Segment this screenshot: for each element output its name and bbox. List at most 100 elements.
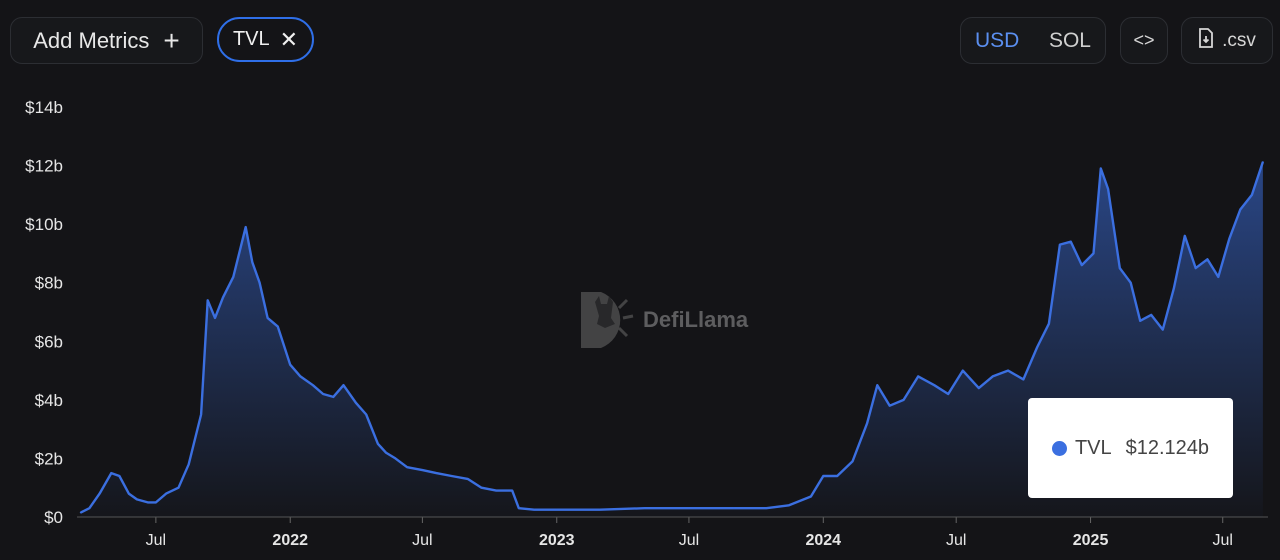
tvl-data-point: [1129, 281, 1132, 284]
tvl-data-point: [214, 317, 216, 319]
x-tick-label: 2023: [539, 532, 575, 549]
currency-toggle: USD SOL: [960, 17, 1106, 64]
tvl-data-point: [1217, 276, 1220, 278]
tvl-data-point: [1118, 267, 1121, 269]
y-tick-label: $6b: [35, 332, 63, 351]
tvl-data-point: [155, 501, 157, 504]
tvl-data-point: [933, 384, 936, 387]
llama-logo-icon: [581, 292, 634, 348]
tvl-data-point: [961, 369, 964, 372]
tvl-data-point: [1107, 188, 1109, 190]
tvl-data-point: [947, 393, 949, 395]
tvl-data-point: [1206, 258, 1209, 261]
tvl-data-point: [165, 492, 167, 495]
tvl-data-point: [1139, 319, 1142, 322]
x-axis: Jul 2022 Jul 2023 Jul 2024 Jul 2025 Jul: [146, 517, 1233, 549]
tvl-data-point: [876, 384, 879, 387]
tvl-data-point: [312, 384, 314, 387]
tooltip-value: $12.124b: [1125, 436, 1210, 459]
download-csv-button[interactable]: .csv: [1181, 17, 1273, 64]
series-color-dot: [1051, 440, 1067, 456]
tvl-data-point: [733, 507, 736, 510]
tvl-data-point: [851, 460, 854, 463]
tvl-data-point: [1228, 237, 1231, 240]
x-tick-label: Jul: [679, 532, 699, 549]
tvl-data-point: [555, 508, 558, 511]
tvl-data-point: [1036, 346, 1039, 348]
tvl-data-point: [435, 472, 438, 474]
tvl-data-point: [1022, 378, 1025, 381]
y-tick-label: $8b: [35, 274, 63, 293]
x-tick-label: Jul: [412, 532, 432, 549]
tvl-data-point: [177, 486, 180, 489]
tvl-data-point: [258, 281, 261, 284]
tvl-data-point: [1251, 194, 1253, 196]
tvl-data-point: [991, 375, 994, 378]
y-tick-label: $10b: [25, 215, 63, 234]
chart-tooltip: TVL $12.124b: [1028, 398, 1233, 498]
tvl-data-point: [128, 492, 130, 495]
tvl-data-point: [978, 387, 980, 389]
tvl-data-point: [322, 393, 324, 395]
code-icon: <>: [1133, 30, 1155, 50]
tvl-data-point: [1007, 369, 1009, 372]
tvl-data-point: [836, 475, 838, 477]
add-metrics-label: Add Metrics: [33, 27, 150, 53]
tvl-data-point: [1162, 328, 1164, 331]
tvl-data-point: [1194, 267, 1197, 269]
currency-option-sol[interactable]: SOL: [1048, 28, 1091, 52]
tvl-data-point: [788, 504, 790, 507]
tvl-data-point: [495, 489, 497, 492]
tvl-data-point: [466, 478, 469, 480]
tvl-data-point: [232, 276, 235, 278]
tvl-data-point: [599, 508, 601, 511]
tvl-data-point: [200, 413, 202, 416]
tvl-data-point: [277, 325, 279, 328]
tvl-data-point: [643, 507, 646, 510]
tvl-data-point: [355, 401, 357, 404]
tvl-data-point: [299, 375, 302, 378]
tvl-data-point: [118, 475, 121, 477]
tvl-series-line: [80, 161, 1265, 514]
tvl-data-point: [377, 442, 379, 445]
tvl-data-point: [688, 507, 690, 510]
tooltip-series-name: TVL: [1074, 436, 1112, 459]
close-icon[interactable]: ✕: [279, 26, 299, 52]
x-tick-label: 2022: [272, 532, 308, 549]
tvl-data-point: [1150, 314, 1152, 316]
x-tick-label: 2025: [1073, 532, 1109, 549]
file-download-icon: [1198, 27, 1214, 54]
tvl-data-point: [342, 384, 345, 387]
currency-option-usd[interactable]: USD: [975, 28, 1020, 52]
plus-icon: +: [163, 24, 180, 56]
x-tick-label: Jul: [946, 532, 966, 549]
tvl-data-point: [147, 501, 149, 504]
y-axis: $0 $2b $4b $6b $8b $10b $12b $14b: [25, 98, 63, 527]
tvl-data-point: [1183, 235, 1186, 237]
y-tick-label: $12b: [25, 157, 63, 176]
tvl-metric-chip[interactable]: TVL ✕: [217, 17, 314, 62]
tvl-data-point: [1099, 167, 1102, 170]
tvl-data-point: [480, 486, 483, 489]
tvl-data-point: [244, 226, 247, 228]
tvl-data-point: [187, 463, 190, 466]
tvl-data-point: [765, 507, 768, 510]
tvl-data-point: [917, 375, 920, 378]
tvl-data-point: [421, 469, 424, 471]
y-tick-label: $2b: [35, 449, 63, 468]
tvl-data-point: [110, 472, 113, 474]
tvl-data-point: [88, 507, 91, 510]
tvl-data-point: [251, 261, 254, 264]
tvl-data-point: [222, 296, 224, 299]
tvl-data-point: [511, 489, 514, 492]
y-tick-label: $14b: [25, 98, 63, 117]
add-metrics-button[interactable]: Add Metrics +: [10, 17, 203, 64]
tvl-data-point: [810, 495, 812, 498]
defillama-watermark: DefiLlama: [577, 288, 748, 352]
embed-button[interactable]: <>: [1120, 17, 1168, 64]
tvl-data-point: [1173, 287, 1175, 290]
metric-chip-label: TVL: [232, 28, 270, 50]
watermark-text: DefiLlama: [643, 307, 749, 332]
tvl-data-point: [365, 413, 367, 416]
